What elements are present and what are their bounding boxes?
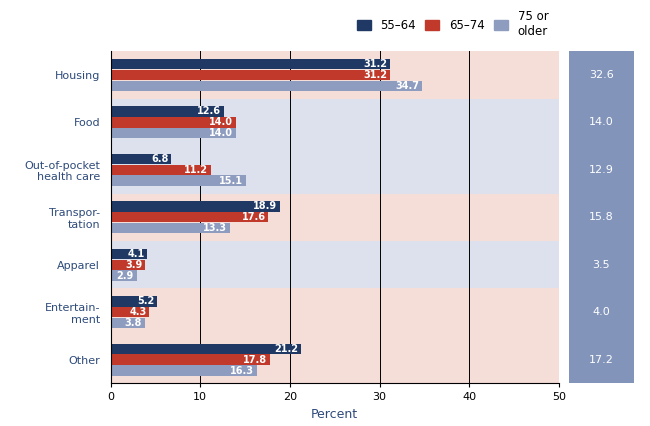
Text: 4.1: 4.1 — [127, 249, 144, 259]
Text: 6.8: 6.8 — [151, 154, 169, 164]
Bar — [111, 146, 559, 193]
Text: 31.2: 31.2 — [363, 70, 387, 80]
Bar — [111, 366, 257, 376]
Bar — [111, 241, 559, 288]
Bar — [111, 164, 211, 175]
Bar — [111, 128, 236, 138]
Bar — [111, 212, 268, 222]
Title: 65 or
older: 65 or older — [587, 26, 616, 48]
Bar — [111, 354, 270, 365]
Bar — [111, 271, 136, 281]
Text: 14.0: 14.0 — [209, 128, 233, 138]
Text: 15.8: 15.8 — [589, 212, 614, 222]
Text: 14.0: 14.0 — [209, 117, 233, 127]
Text: 11.2: 11.2 — [184, 165, 208, 175]
Text: 3.5: 3.5 — [592, 260, 610, 270]
X-axis label: Percent: Percent — [311, 408, 358, 421]
Bar — [111, 336, 559, 383]
Bar — [111, 318, 144, 328]
Text: 5.2: 5.2 — [137, 296, 155, 306]
Bar — [111, 201, 280, 212]
Bar — [111, 249, 148, 259]
Text: 4.0: 4.0 — [592, 307, 610, 317]
Text: 15.1: 15.1 — [219, 176, 243, 186]
Bar — [111, 176, 246, 186]
Text: 32.6: 32.6 — [589, 70, 614, 80]
Text: 18.9: 18.9 — [254, 201, 278, 211]
Text: 17.2: 17.2 — [589, 355, 614, 365]
Text: 17.8: 17.8 — [243, 355, 268, 365]
Bar — [111, 154, 172, 164]
Text: 3.9: 3.9 — [125, 260, 143, 270]
Bar — [111, 117, 236, 127]
Bar — [111, 69, 391, 80]
Text: 12.6: 12.6 — [197, 106, 221, 116]
Text: 21.2: 21.2 — [274, 344, 298, 354]
Bar — [111, 343, 301, 354]
Bar — [111, 223, 230, 233]
Bar — [111, 307, 149, 317]
Bar — [111, 296, 157, 306]
Bar — [111, 51, 559, 98]
Text: 12.9: 12.9 — [589, 165, 614, 175]
Text: 13.3: 13.3 — [203, 223, 227, 233]
Legend: 55–64, 65–74, 75 or
older: 55–64, 65–74, 75 or older — [352, 6, 553, 43]
Bar — [111, 59, 391, 69]
Bar — [111, 98, 559, 146]
Text: 3.8: 3.8 — [125, 318, 142, 328]
Bar — [111, 106, 224, 117]
Text: 16.3: 16.3 — [230, 366, 254, 376]
Text: 34.7: 34.7 — [395, 81, 419, 91]
Bar — [111, 259, 146, 270]
Text: 31.2: 31.2 — [363, 59, 387, 69]
Text: 17.6: 17.6 — [242, 212, 266, 222]
Bar — [111, 81, 422, 91]
Bar — [111, 288, 559, 336]
Bar — [111, 193, 559, 241]
Text: 4.3: 4.3 — [129, 307, 146, 317]
Text: 14.0: 14.0 — [589, 117, 614, 127]
Text: 2.9: 2.9 — [116, 271, 134, 281]
